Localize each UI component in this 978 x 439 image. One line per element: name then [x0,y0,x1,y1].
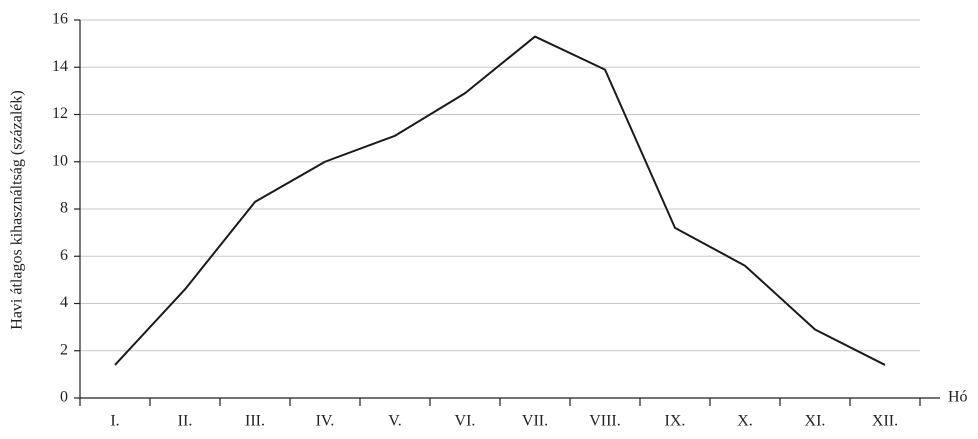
x-tick-label: IV. [316,413,335,430]
y-tick-label: 14 [52,58,68,75]
x-tick-label: X. [737,413,753,430]
y-tick-label: 16 [52,11,68,28]
data-line [114,35,886,366]
x-tick-label: V. [388,413,402,430]
x-tick-label: VI. [455,413,476,430]
x-tick-label: IX. [665,413,686,430]
y-tick-label: 2 [60,341,68,358]
x-tick-label: III. [245,413,265,430]
x-axis-label: Hó [948,389,968,406]
x-tick-label: XI. [805,413,826,430]
x-tick-label: XII. [872,413,898,430]
y-tick-label: 10 [52,152,68,169]
y-tick-label: 6 [60,247,68,264]
x-tick-label: VIII. [589,413,621,430]
y-tick-label: 12 [52,105,68,122]
y-tick-label: 4 [60,294,68,311]
x-tick-label: II. [178,413,193,430]
y-tick-label: 0 [60,389,68,406]
x-tick-label: I. [110,413,119,430]
x-tick-label: VII. [522,413,548,430]
y-axis-label: Havi átlagos kihasználtság (százalék) [9,90,26,329]
y-tick-label: 8 [60,200,68,217]
